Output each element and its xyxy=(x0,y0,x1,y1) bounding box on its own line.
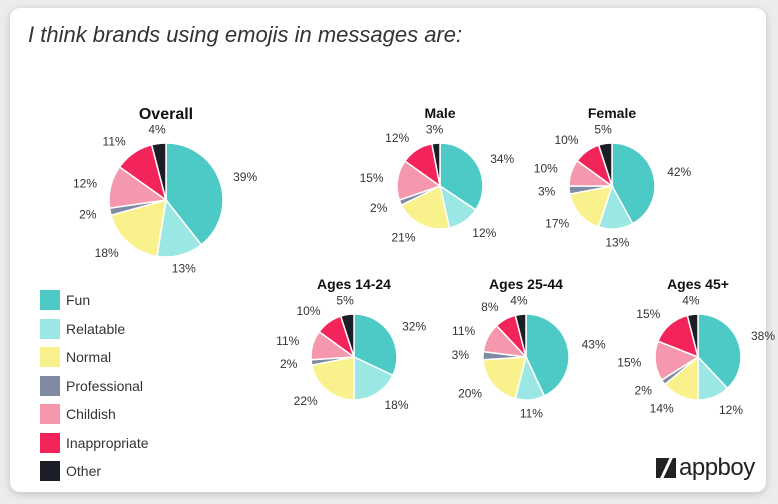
pie-data-label: 39% xyxy=(233,170,257,184)
pie-data-label: 32% xyxy=(402,320,426,334)
legend-item-professional: Professional xyxy=(40,372,149,401)
pie-slice-fun xyxy=(353,313,398,377)
pie-6: Ages 45+ 38% 12% 14% 2% 15% 15% 4% xyxy=(617,276,775,417)
legend-swatch-fun xyxy=(40,290,60,311)
appboy-logo-mark-icon xyxy=(656,458,676,478)
pie-data-label: 2% xyxy=(79,208,97,222)
pie-data-label: 13% xyxy=(172,262,196,276)
brand-name: appboy xyxy=(679,454,755,481)
pie-title: Male xyxy=(424,105,455,121)
legend-swatch-normal xyxy=(40,347,60,368)
pie-title: Female xyxy=(588,105,636,121)
pie-data-label: 11% xyxy=(452,324,475,338)
appboy-logo: appboy xyxy=(656,454,755,482)
headline: I think brands using emojis in messages … xyxy=(28,22,463,47)
legend-label: Professional xyxy=(66,377,144,394)
pie-data-label: 8% xyxy=(481,300,499,314)
pie-title: Ages 14-24 xyxy=(317,276,391,292)
legend-item-childish: Childish xyxy=(40,400,149,429)
pie-data-label: 14% xyxy=(650,402,674,416)
legend-swatch-childish xyxy=(40,404,60,425)
pie-data-label: 10% xyxy=(296,304,320,318)
pie-5: Ages 25-44 43% 11% 20% 3% 11% 8% 4% xyxy=(452,276,606,421)
legend-label: Inappropriate xyxy=(66,434,149,451)
pie-data-label: 3% xyxy=(538,184,556,198)
legend-swatch-inappropriate xyxy=(40,432,60,453)
pie-data-label: 18% xyxy=(385,398,409,412)
legend-swatch-other xyxy=(40,461,60,482)
pie-data-label: 12% xyxy=(719,403,743,417)
pie-data-label: 12% xyxy=(472,226,496,240)
pie-data-label: 13% xyxy=(605,236,629,250)
legend-item-relatable: Relatable xyxy=(40,315,149,344)
pie-slice-normal xyxy=(310,356,355,401)
pie-data-label: 20% xyxy=(458,386,482,400)
legend-label: Fun xyxy=(66,292,91,309)
pie-data-label: 4% xyxy=(682,293,700,307)
legend-label: Childish xyxy=(66,406,116,423)
pie-data-label: 38% xyxy=(751,329,775,343)
pie-slice-relatable xyxy=(353,355,394,401)
legend-label: Other xyxy=(66,463,102,480)
pie-slice-other xyxy=(150,142,167,201)
legend-item-normal: Normal xyxy=(40,343,149,372)
infographic-card: I think brands using emojis in messages … xyxy=(10,8,766,492)
legend-item-fun: Fun xyxy=(40,286,149,315)
legend-swatch-relatable xyxy=(40,318,60,339)
pie-4: Ages 14-24 32% 18% 22% 2% 11% 10% 5% xyxy=(276,276,426,412)
pie-title: Overall xyxy=(139,106,193,123)
pie-slice-normal xyxy=(110,198,167,258)
pie-data-label: 11% xyxy=(276,334,299,348)
pie-data-label: 17% xyxy=(545,217,569,231)
pie-data-label: 11% xyxy=(103,135,126,149)
legend-item-other: Other xyxy=(40,457,149,486)
pie-slice-normal xyxy=(400,184,451,230)
pie-data-label: 12% xyxy=(385,131,409,145)
pie-data-label: 10% xyxy=(534,161,558,175)
pie-slice-other xyxy=(597,142,613,187)
pie-data-label: 12% xyxy=(73,176,97,190)
pie-data-label: 15% xyxy=(360,171,384,185)
pie-slice-other xyxy=(339,313,355,358)
pie-data-label: 2% xyxy=(370,201,388,215)
pie-data-label: 15% xyxy=(636,307,660,321)
pie-slice-fun xyxy=(611,142,656,225)
pie-data-label: 18% xyxy=(95,246,119,260)
legend-label: Normal xyxy=(66,349,112,366)
pie-data-label: 21% xyxy=(391,231,415,245)
pie-data-label: 2% xyxy=(280,357,298,371)
pie-title: Ages 25-44 xyxy=(489,276,563,292)
legend-swatch-professional xyxy=(40,375,60,396)
pie-data-label: 10% xyxy=(554,133,578,147)
pie-slice-other xyxy=(430,142,441,187)
legend-item-inappropriate: Inappropriate xyxy=(40,429,149,458)
pie-data-label: 3% xyxy=(426,122,444,136)
pie-data-label: 5% xyxy=(594,123,612,137)
pie-slice-normal xyxy=(568,185,614,228)
pie-data-label: 2% xyxy=(635,384,653,398)
pie-data-label: 5% xyxy=(336,294,354,308)
pie-slice-fun xyxy=(525,313,570,397)
pie-data-label: 43% xyxy=(582,338,606,352)
legend: Fun Relatable Normal Professional Childi… xyxy=(40,286,149,486)
pie-data-label: 4% xyxy=(510,293,528,307)
pie-data-label: 4% xyxy=(148,123,166,137)
pie-data-label: 15% xyxy=(617,355,641,369)
pie-data-label: 34% xyxy=(490,152,514,166)
pie-1: Overall 39% 13% 18% 2% 12% 11% 4% xyxy=(73,106,257,276)
pie-title: Ages 45+ xyxy=(667,276,729,292)
pie-3: Female 42% 13% 17% 3% 10% 10% 5% xyxy=(534,105,692,250)
pie-data-label: 11% xyxy=(520,407,543,421)
pie-slice-normal xyxy=(482,356,527,400)
legend-label: Relatable xyxy=(66,320,126,337)
pie-data-label: 3% xyxy=(452,348,470,362)
pie-slice-other xyxy=(686,313,699,358)
pie-slice-fun xyxy=(697,313,742,390)
pie-slice-other xyxy=(514,313,527,358)
pie-data-label: 22% xyxy=(294,394,318,408)
pie-slice-fun xyxy=(165,142,224,246)
pie-data-label: 42% xyxy=(667,165,691,179)
pie-2: Male 34% 12% 21% 2% 15% 12% 3% xyxy=(360,105,515,245)
